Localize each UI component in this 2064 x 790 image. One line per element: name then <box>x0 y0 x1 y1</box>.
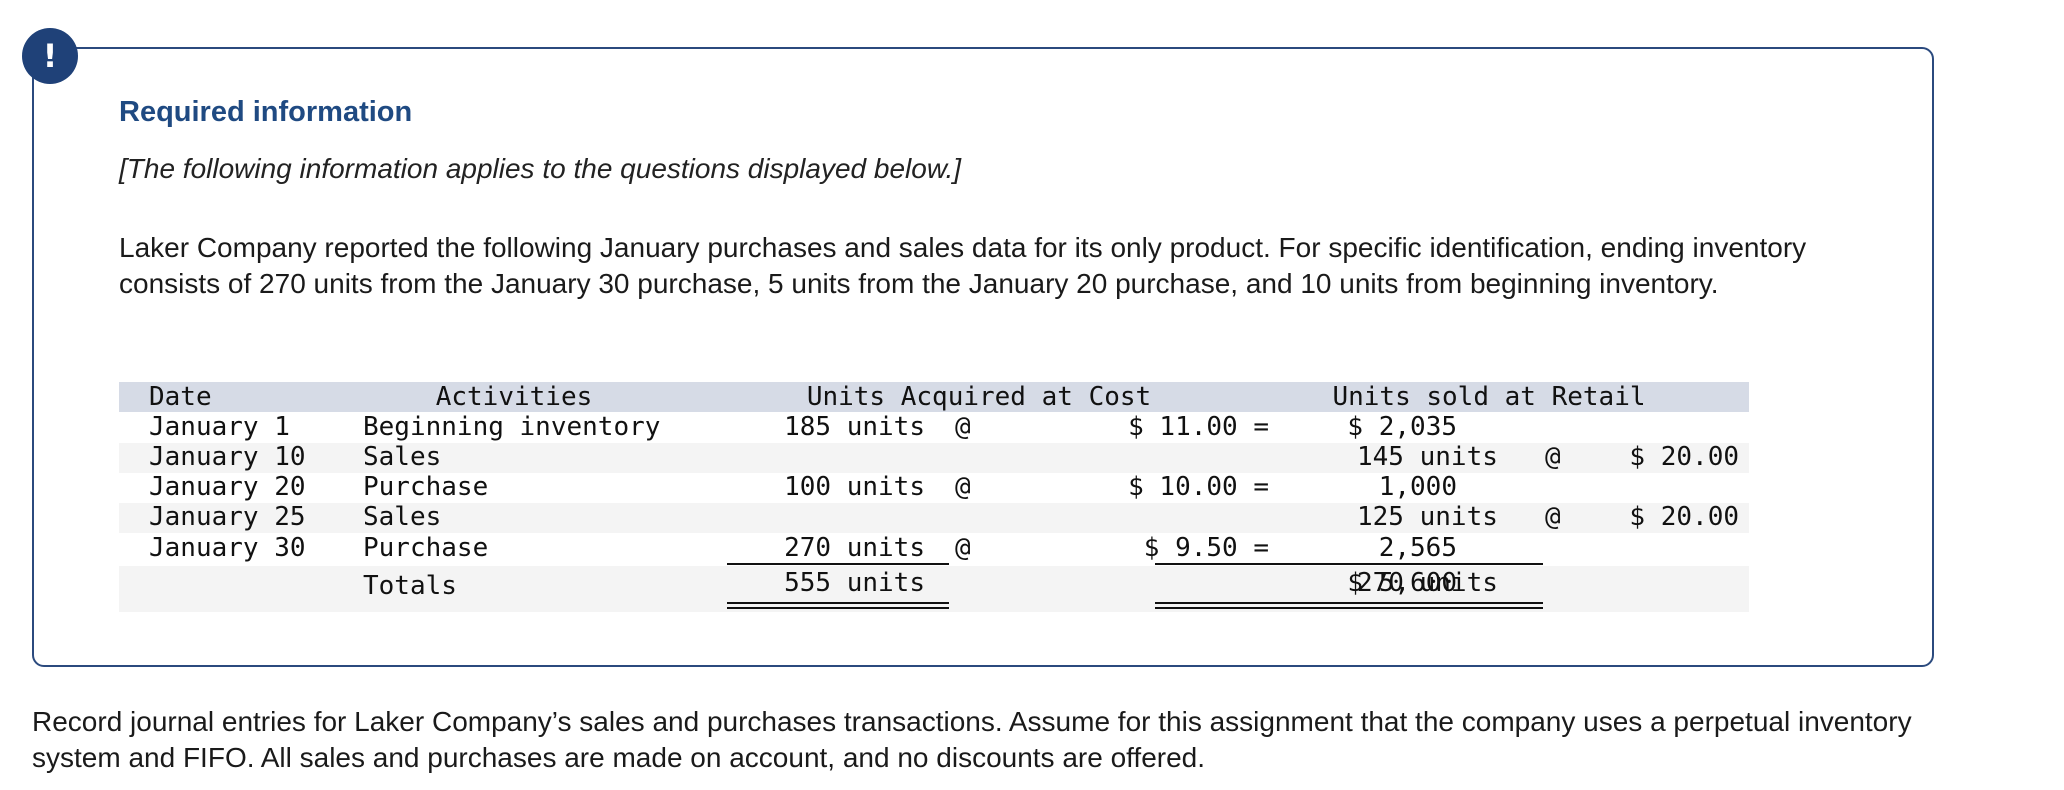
row-date: January 20 <box>149 472 306 502</box>
header-date: Date <box>149 382 212 412</box>
header-units-sold: Units sold at Retail <box>1332 382 1646 412</box>
row-activity: Sales <box>363 502 442 532</box>
totals-acquired-units: 555 units <box>784 568 925 598</box>
row-acquired-total: 2,565 <box>1378 533 1457 563</box>
row-date: January 25 <box>149 502 306 532</box>
row-unit-cost: $ 10.00 = <box>1128 472 1269 502</box>
row-activity: Purchase <box>363 472 489 502</box>
row-acquired-at: @ <box>955 412 971 442</box>
row-acquired-at: @ <box>955 533 971 563</box>
totals-band <box>119 566 1749 612</box>
totals-sold-units: 270 units <box>1357 568 1498 598</box>
inventory-table: Date Activities Units Acquired at Cost U… <box>119 382 1749 612</box>
assignment-instructions: Record journal entries for Laker Company… <box>32 706 1912 773</box>
row-date: January 1 <box>149 412 290 442</box>
row-sold-at: @ <box>1545 502 1561 532</box>
row-retail-price: $ 20.00 <box>1629 442 1739 472</box>
row-date: January 30 <box>149 533 306 563</box>
row-activity: Purchase <box>363 533 489 563</box>
row-activity: Sales <box>363 442 442 472</box>
subtotal-underline <box>1155 563 1543 565</box>
row-acquired-units: 270 units <box>784 533 925 563</box>
row-band-alt <box>119 443 1749 473</box>
table-header-band <box>119 382 1749 412</box>
row-unit-cost: $ 11.00 = <box>1128 412 1269 442</box>
row-acquired-total: 1,000 <box>1378 472 1457 502</box>
applies-note: [The following information applies to th… <box>119 153 962 184</box>
header-activities: Activities <box>435 382 593 412</box>
totals-acquired-cost: $ 5,600 <box>1347 568 1457 598</box>
total-double-underline <box>727 602 949 609</box>
required-information-panel <box>32 47 1934 667</box>
totals-label: Totals <box>363 571 457 601</box>
row-sold-units: 125 units <box>1357 502 1498 532</box>
total-double-underline <box>1155 602 1543 609</box>
row-acquired-units: 185 units <box>784 412 925 442</box>
row-date: January 10 <box>149 442 306 472</box>
problem-description: Laker Company reported the following Jan… <box>119 232 1807 299</box>
row-acquired-total: $ 2,035 <box>1347 412 1457 442</box>
row-activity: Beginning inventory <box>363 412 661 442</box>
alert-icon: ! <box>22 28 78 84</box>
section-title: Required information <box>119 96 413 128</box>
row-acquired-at: @ <box>955 472 971 502</box>
header-units-acquired: Units Acquired at Cost <box>806 382 1152 412</box>
row-band-alt <box>119 503 1749 533</box>
subtotal-underline <box>727 563 949 565</box>
row-sold-units: 145 units <box>1357 442 1498 472</box>
row-acquired-units: 100 units <box>784 472 925 502</box>
row-retail-price: $ 20.00 <box>1629 502 1739 532</box>
row-unit-cost: $ 9.50 = <box>1143 533 1269 563</box>
row-sold-at: @ <box>1545 442 1561 472</box>
